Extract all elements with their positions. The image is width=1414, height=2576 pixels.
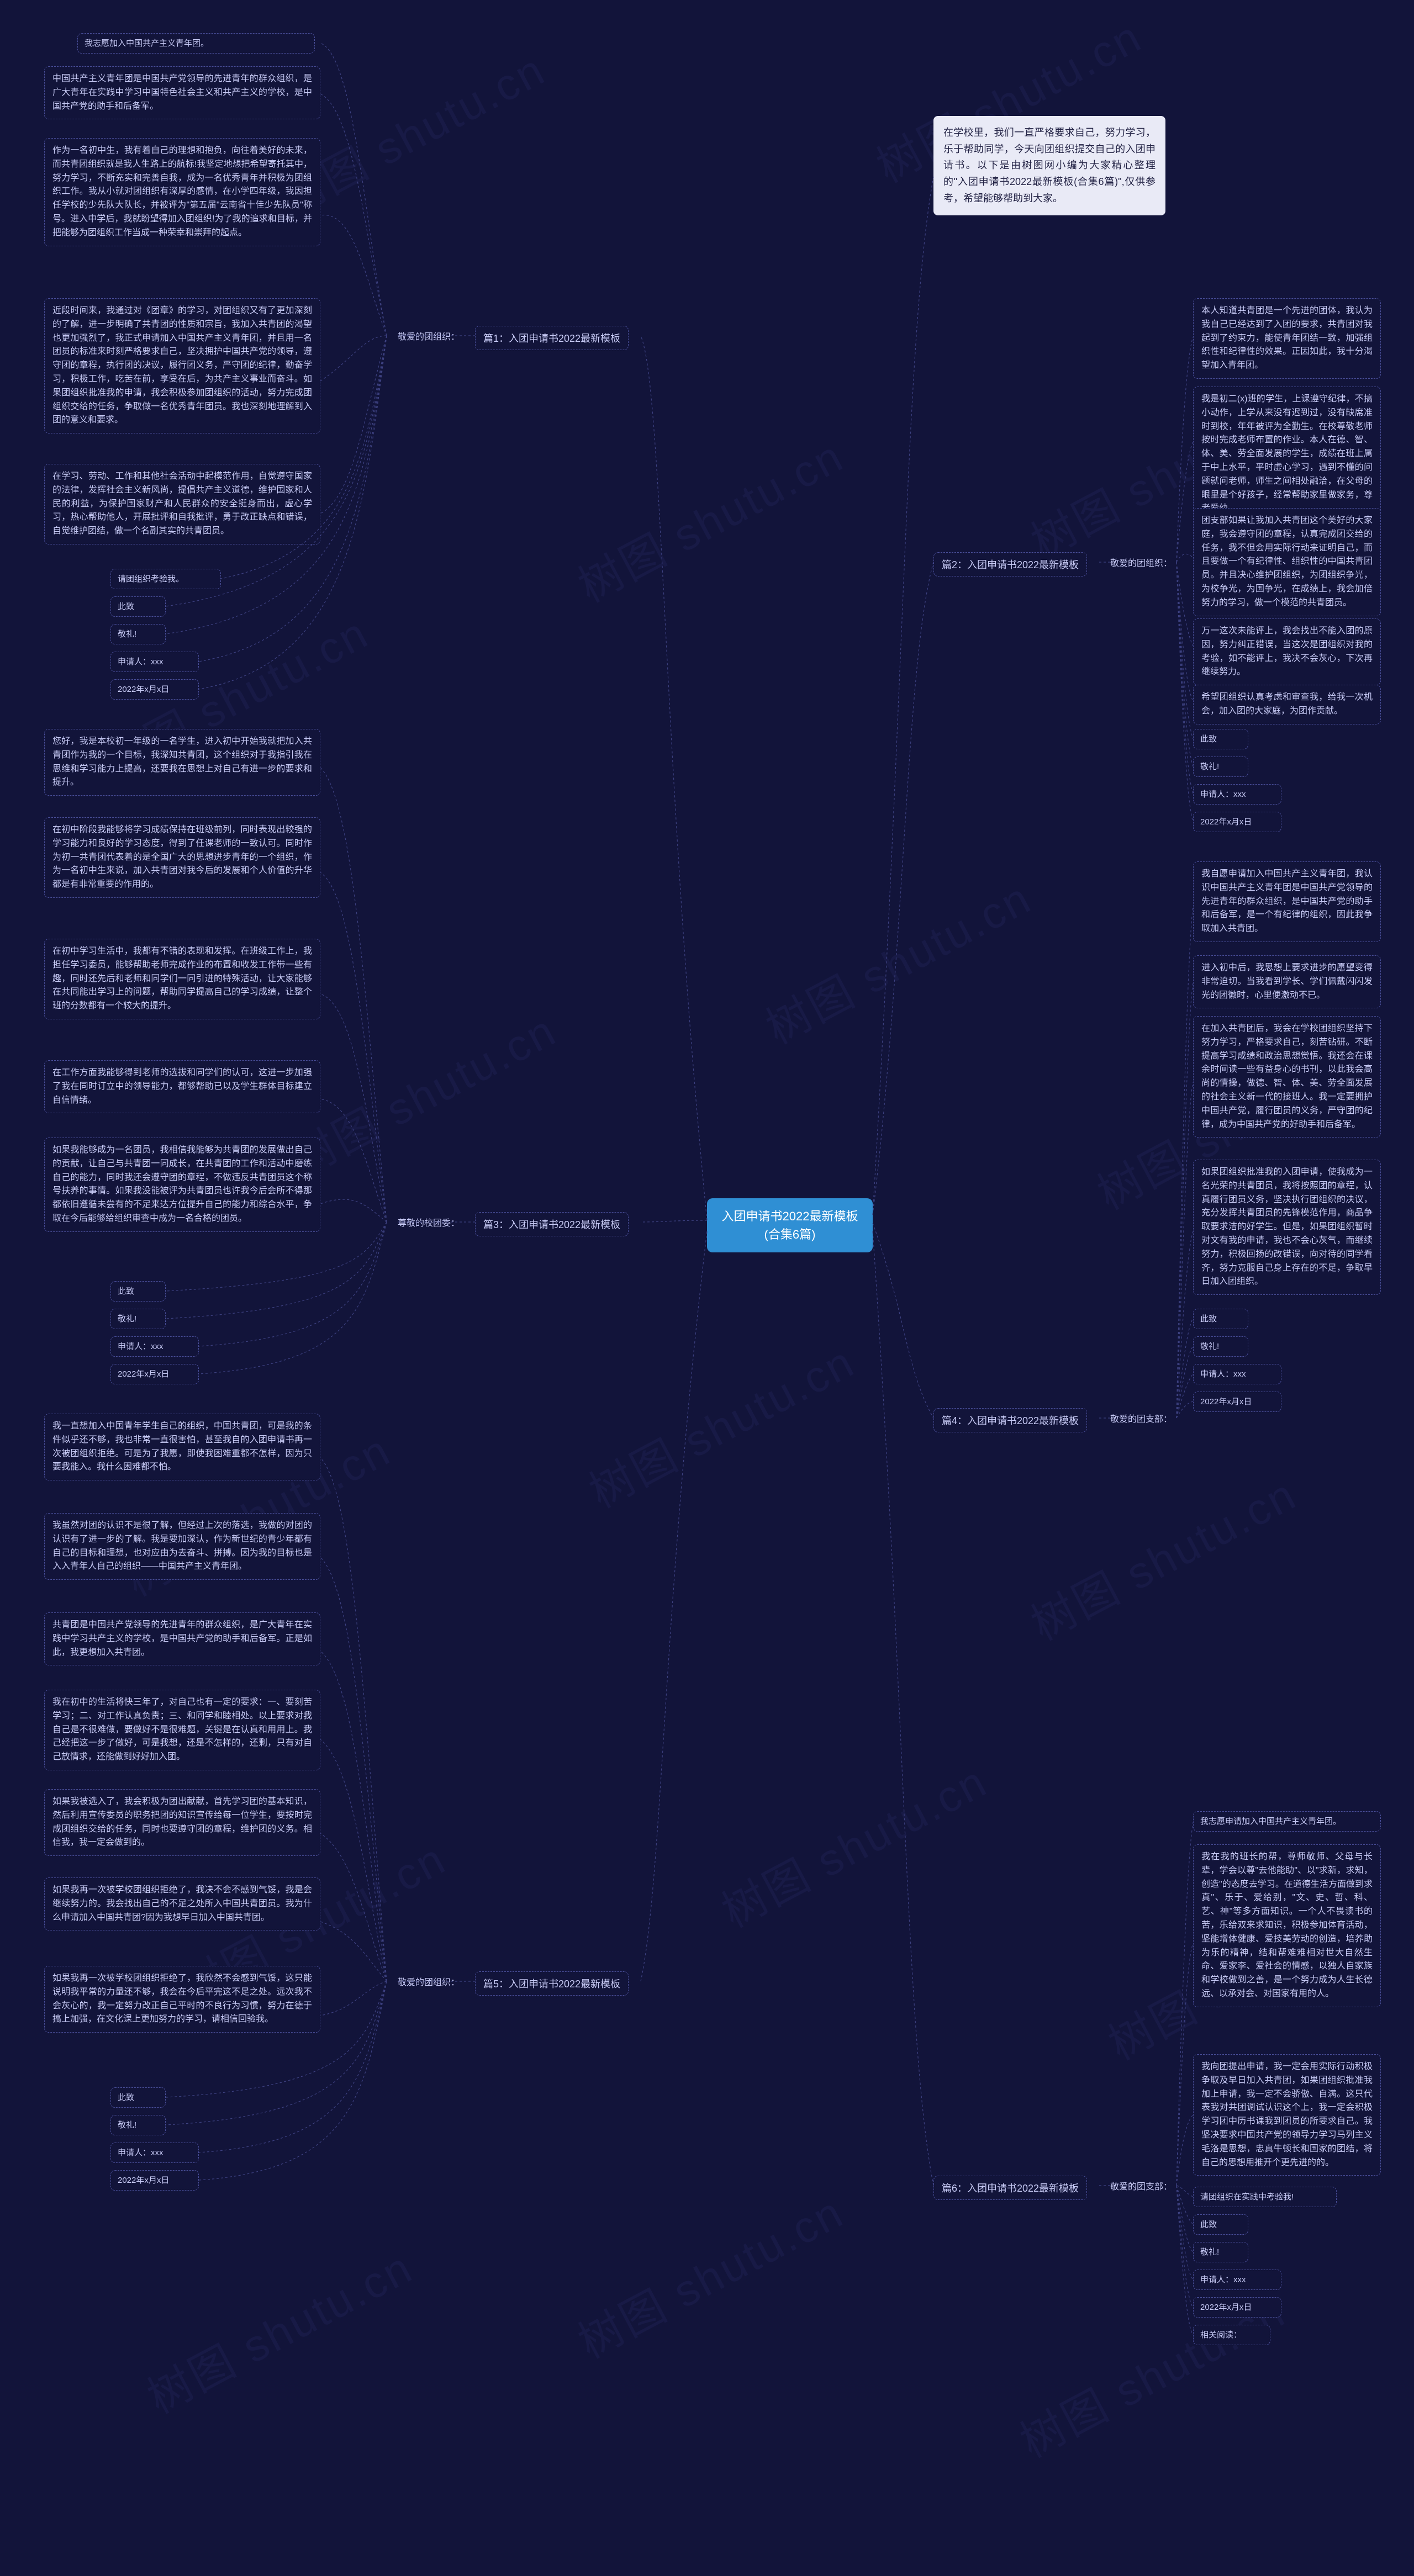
b2-p3: 万一这次未能评上，我会找出不能入团的原因，努力纠正错误，当这次是团组织对我的考验… [1193,618,1381,685]
b1-p6: 此致 [110,596,166,617]
mindmap-stage: 入团申请书2022最新模板(合集6篇) 在学校里，我们一直严格要求自己，努力学习… [0,0,1414,2576]
b3-p8: 2022年x月x日 [110,1364,199,1384]
b3-p1: 在初中阶段我能够将学习成绩保持在班级前列，同时表现出较强的学习能力和良好的学习态… [44,817,320,898]
b4-p3: 如果团组织批准我的入团申请，使我成为一名光荣的共青团员，我将按照团的章程，认真履… [1193,1160,1381,1295]
b6-p1: 我在我的班长的帮，尊师敬师、父母与长辈，学会以尊"去他能助"、以"求新，求知，创… [1193,1844,1381,2007]
b4-p1: 进入初中后，我思想上要求进步的愿望变得非常迫切。当我看到学长、学们佩戴闪闪发光的… [1193,955,1381,1008]
b3-p5: 此致 [110,1281,166,1302]
b5-p0: 我一直想加入中国青年学生自己的组织，中国共青团，可是我的条件似乎还不够，我也非常… [44,1414,320,1480]
b6-p0: 我志愿申请加入中国共产主义青年团。 [1193,1811,1381,1832]
b1-p4: 在学习、劳动、工作和其他社会活动中起模范作用，自觉遵守国家的法律，发挥社会主义新… [44,464,320,544]
b5-p10: 2022年x月x日 [110,2170,199,2191]
b5-p2: 共青团是中国共产党领导的先进青年的群众组织，是广大青年在实践中学习共产主义的学校… [44,1612,320,1665]
b1-p3: 近段时间来，我通过对《团章》的学习，对团组织又有了更加深刻的了解，进一步明确了共… [44,298,320,433]
b1-p8: 申请人：xxx [110,652,199,672]
b4-p5: 敬礼! [1193,1336,1248,1357]
b1-p1: 中国共产主义青年团是中国共产党领导的先进青年的群众组织，是广大青年在实践中学习中… [44,66,320,119]
salutation-3: 尊敬的校团委： [398,1215,460,1229]
b5-p1: 我虽然对团的认识不是很了解，但经过上次的落选，我做的对团的认识有了进一步的了解。… [44,1513,320,1580]
b6-p6: 申请人：xxx [1193,2270,1281,2290]
b1-p0: 我志愿加入中国共产主义青年团。 [77,33,315,54]
branch-label-6: 篇6：入团申请书2022最新模板 [933,2176,1087,2200]
b4-p7: 2022年x月x日 [1193,1392,1281,1412]
b1-p5: 请团组织考验我。 [110,569,221,589]
b4-p2: 在加入共青团后，我会在学校团组织坚持下努力学习，严格要求自己，刻苦钻研。不断提高… [1193,1016,1381,1138]
b3-p2: 在初中学习生活中，我都有不错的表现和发挥。在班级工作上，我担任学习委员，能够帮助… [44,939,320,1019]
b2-p1: 我是初二(x)班的学生，上课遵守纪律，不搞小动作，上学从来没有迟到过，没有缺席准… [1193,387,1381,522]
branch-label-5: 篇5：入团申请书2022最新模板 [475,1971,629,1996]
b1-p7: 敬礼! [110,624,166,644]
b2-p8: 2022年x月x日 [1193,812,1281,832]
b4-p6: 申请人：xxx [1193,1364,1281,1384]
branch-label-2: 篇2：入团申请书2022最新模板 [933,552,1087,576]
b2-p4: 希望团组织认真考虑和审查我，给我一次机会，加入团的大家庭，为团作贡献。 [1193,685,1381,724]
branch-label-3: 篇3：入团申请书2022最新模板 [475,1212,629,1236]
b5-p3: 我在初中的生活将快三年了，对自己也有一定的要求：一、要刻苦学习；二、对工作认真负… [44,1690,320,1770]
b5-p9: 申请人：xxx [110,2143,199,2163]
b6-p2: 我向团提出申请，我一定会用实际行动积极争取及早日加入共青团，如果团组织批准我加上… [1193,2054,1381,2176]
b3-p3: 在工作方面我能够得到老师的选拔和同学们的认可，这进一步加强了我在同时订立中的领导… [44,1060,320,1113]
b2-p7: 申请人：xxx [1193,784,1281,805]
b3-p0: 您好，我是本校初一年级的一名学生，进入初中开始我就把加入共青团作为我的一个目标，… [44,729,320,796]
b4-p4: 此致 [1193,1309,1248,1329]
b3-p4: 如果我能够成为一名团员，我相信我能够为共青团的发展做出自己的贡献，让自己与共青团… [44,1138,320,1232]
branch-label-4: 篇4：入团申请书2022最新模板 [933,1408,1087,1432]
b6-p8: 相关阅读： [1193,2325,1270,2345]
branch-label-1: 篇1：入团申请书2022最新模板 [475,326,629,350]
b6-p4: 此致 [1193,2214,1248,2235]
center-node: 入团申请书2022最新模板(合集6篇) [707,1198,873,1252]
b6-p5: 敬礼! [1193,2242,1248,2262]
salutation-1: 敬爱的团组织： [398,329,460,342]
b6-p7: 2022年x月x日 [1193,2297,1281,2318]
intro-node: 在学校里，我们一直严格要求自己，努力学习，乐于帮助同学，今天向团组织提交自己的入… [933,116,1165,215]
b2-p0: 本人知道共青团是一个先进的团体，我认为我自己已经达到了入团的要求，共青团对我起到… [1193,298,1381,379]
b2-p5: 此致 [1193,729,1248,749]
b3-p7: 申请人：xxx [110,1336,199,1357]
b1-p9: 2022年x月x日 [110,679,199,700]
b2-p6: 敬礼! [1193,757,1248,777]
salutation-4: 敬爱的团支部： [1110,1411,1172,1425]
b3-p6: 敬礼! [110,1309,166,1329]
b2-p2: 团支部如果让我加入共青团这个美好的大家庭，我会遵守团的章程，认真完成团交给的任务… [1193,508,1381,616]
b1-p2: 作为一名初中生，我有着自己的理想和抱负，向往着美好的未来，而共青团组织就是我人生… [44,138,320,246]
salutation-6: 敬爱的团支部： [1110,2179,1172,2192]
b4-p0: 我自愿申请加入中国共产主义青年团，我认识中国共产主义青年团是中国共产党领导的先进… [1193,861,1381,942]
b6-p3: 请团组织在实践中考验我! [1193,2187,1337,2207]
b5-p7: 此致 [110,2087,166,2108]
b5-p5: 如果我再一次被学校团组织拒绝了，我决不会不感到气馁，我是会继续努力的。我会找出自… [44,1877,320,1930]
salutation-5: 敬爱的团组织： [398,1975,460,1988]
b5-p6: 如果我再一次被学校团组织拒绝了，我欣然不会感到气馁，这只能说明我平常的力量还不够… [44,1966,320,2033]
b5-p8: 敬礼! [110,2115,166,2135]
salutation-2: 敬爱的团组织： [1110,556,1172,569]
b5-p4: 如果我被选入了，我会积极为团出献献，首先学习团的基本知识，然后利用宣传委员的职务… [44,1789,320,1856]
